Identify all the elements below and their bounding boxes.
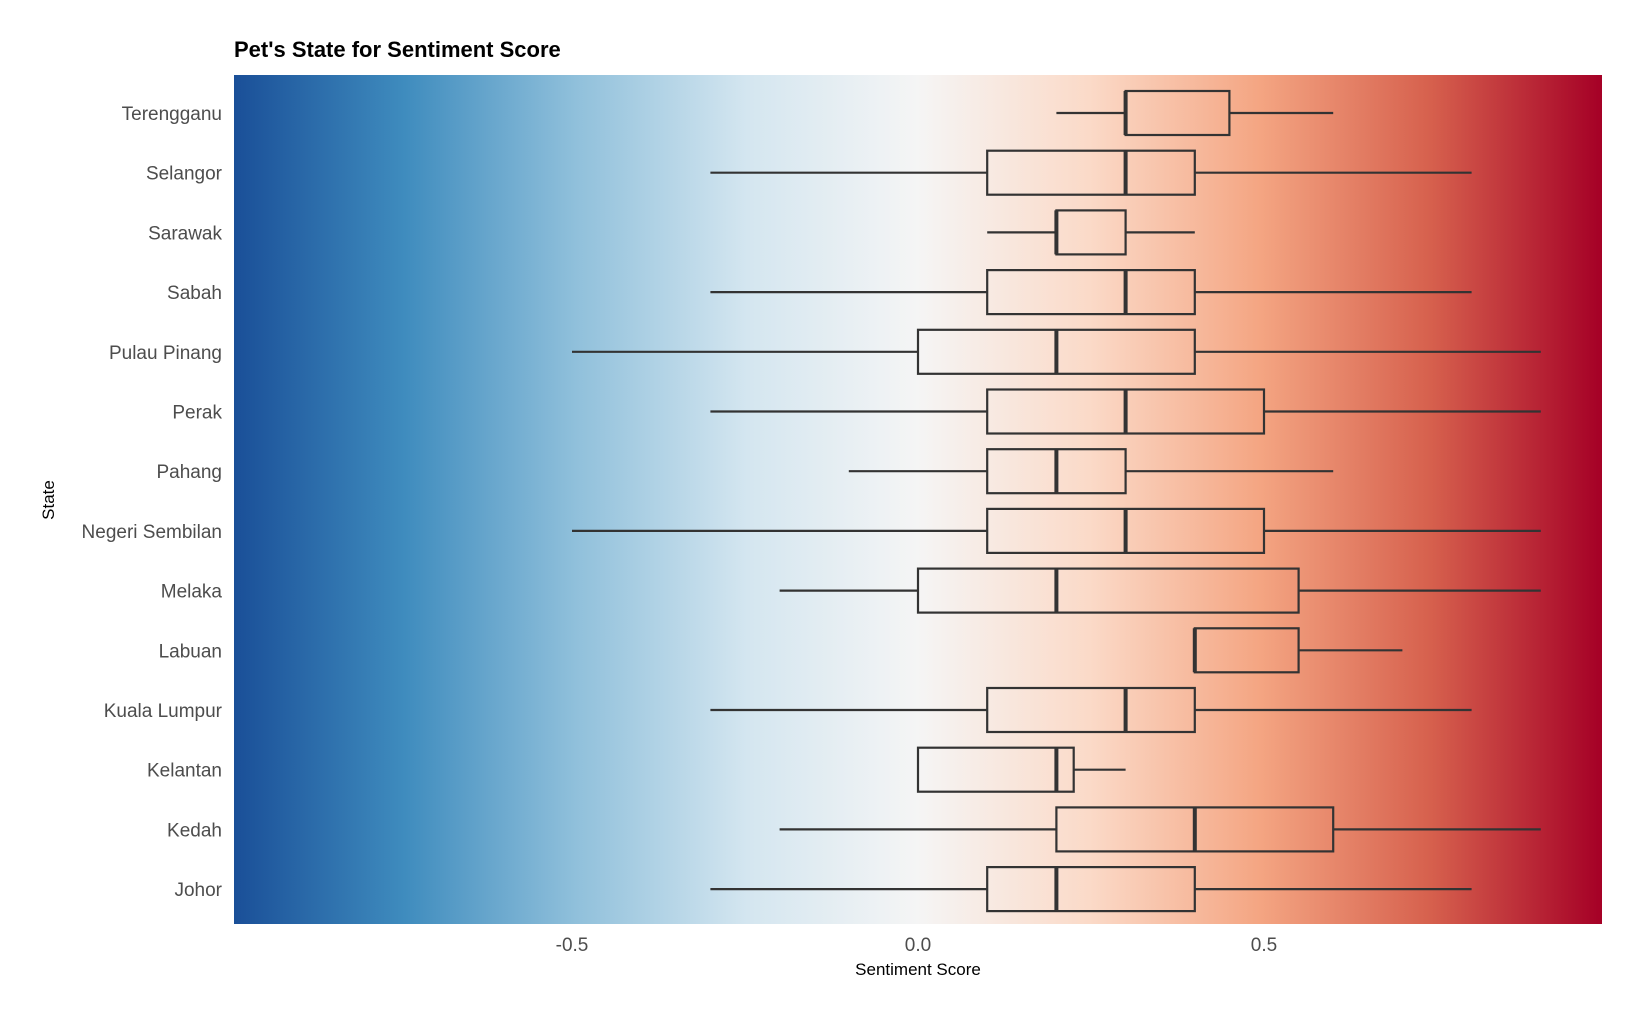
y-tick-label: Sabah xyxy=(167,283,222,304)
boxplot-sabah xyxy=(710,269,1472,316)
y-tick-label: Sarawak xyxy=(148,223,222,244)
boxplot-terengganu xyxy=(1056,89,1334,137)
boxplot-labuan xyxy=(1192,627,1403,674)
iqr-box xyxy=(986,149,1196,196)
iqr-box xyxy=(986,865,1196,913)
y-tick-label: Selangor xyxy=(146,164,223,185)
y-tick-label: Labuan xyxy=(159,641,222,662)
y-tick-label: Pahang xyxy=(156,462,222,483)
boxplot-pahang xyxy=(848,448,1334,495)
boxes-layer xyxy=(572,89,1541,913)
x-tick-label: 0.5 xyxy=(1251,935,1277,956)
y-tick-label: Pulau Pinang xyxy=(109,343,222,364)
boxplot-kelantan xyxy=(916,746,1126,793)
x-tick-label: -0.5 xyxy=(556,935,589,956)
boxplot-kedah xyxy=(779,806,1541,853)
y-tick-label: Perak xyxy=(172,403,222,424)
boxplot-sarawak xyxy=(987,209,1195,256)
chart-title: Pet's State for Sentiment Score xyxy=(234,37,561,62)
y-tick-label: Johor xyxy=(174,880,222,901)
y-tick-label: Negeri Sembilan xyxy=(82,522,222,543)
iqr-box xyxy=(986,269,1196,316)
boxplot-perak xyxy=(710,388,1541,435)
y-tick-label: Terengganu xyxy=(122,104,222,125)
y-tick-label: Kedah xyxy=(167,820,222,841)
y-tick-label: Kuala Lumpur xyxy=(104,701,223,722)
y-tick-label: Kelantan xyxy=(147,761,222,782)
iqr-box xyxy=(916,567,1300,614)
x-axis: -0.5 0.0 0.5 xyxy=(556,935,1278,956)
y-axis: Terengganu Selangor Sarawak Sabah Pulau Pina… xyxy=(82,104,223,901)
boxplot-johor xyxy=(710,865,1472,913)
iqr-box xyxy=(916,746,1075,793)
y-axis-title: State xyxy=(39,480,58,520)
boxplot-selangor xyxy=(710,149,1472,196)
iqr-box xyxy=(986,686,1196,734)
x-axis-title: Sentiment Score xyxy=(855,960,981,979)
boxplot-melaka xyxy=(779,567,1541,614)
boxplot-negeri-sembilan xyxy=(572,507,1541,554)
y-tick-label: Melaka xyxy=(161,582,223,603)
boxplot-pulau-pinang xyxy=(572,328,1541,375)
x-tick-label: 0.0 xyxy=(905,935,931,956)
boxplot-kuala-lumpur xyxy=(710,686,1472,734)
plot-background xyxy=(234,75,1602,924)
